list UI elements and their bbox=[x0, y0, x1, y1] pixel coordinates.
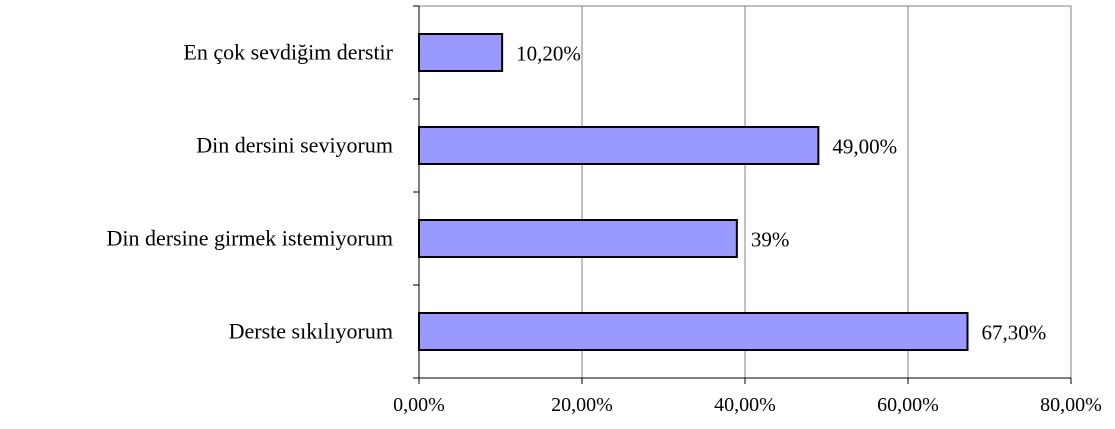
x-tick-label-4: 80,00% bbox=[1040, 394, 1102, 416]
data-label-2: 39% bbox=[751, 228, 790, 252]
data-label-3: 67,30% bbox=[981, 321, 1046, 345]
bar-0 bbox=[418, 33, 504, 72]
bar-1 bbox=[418, 126, 820, 165]
data-label-1: 49,00% bbox=[832, 135, 897, 159]
bar-3 bbox=[418, 312, 969, 351]
x-tick-label-2: 40,00% bbox=[714, 394, 776, 416]
bars-layer bbox=[418, 33, 969, 351]
x-tick-label-3: 60,00% bbox=[877, 394, 939, 416]
category-label-3: Derste sıkılıyorum bbox=[229, 319, 393, 344]
labels-layer: 0,00% 20,00% 40,00% 60,00% 80,00% En çok sevd… bbox=[106, 40, 1101, 417]
category-label-1: Din dersini seviyorum bbox=[196, 133, 393, 158]
x-tick-label-0: 0,00% bbox=[393, 394, 445, 416]
x-tick-label-1: 20,00% bbox=[551, 394, 613, 416]
category-label-2: Din dersine girmek istemiyorum bbox=[106, 226, 393, 251]
axis-layer bbox=[413, 5, 1072, 384]
data-label-0: 10,20% bbox=[516, 42, 581, 66]
category-label-0: En çok sevdiğim derstir bbox=[183, 40, 393, 65]
bar-2 bbox=[418, 219, 738, 258]
